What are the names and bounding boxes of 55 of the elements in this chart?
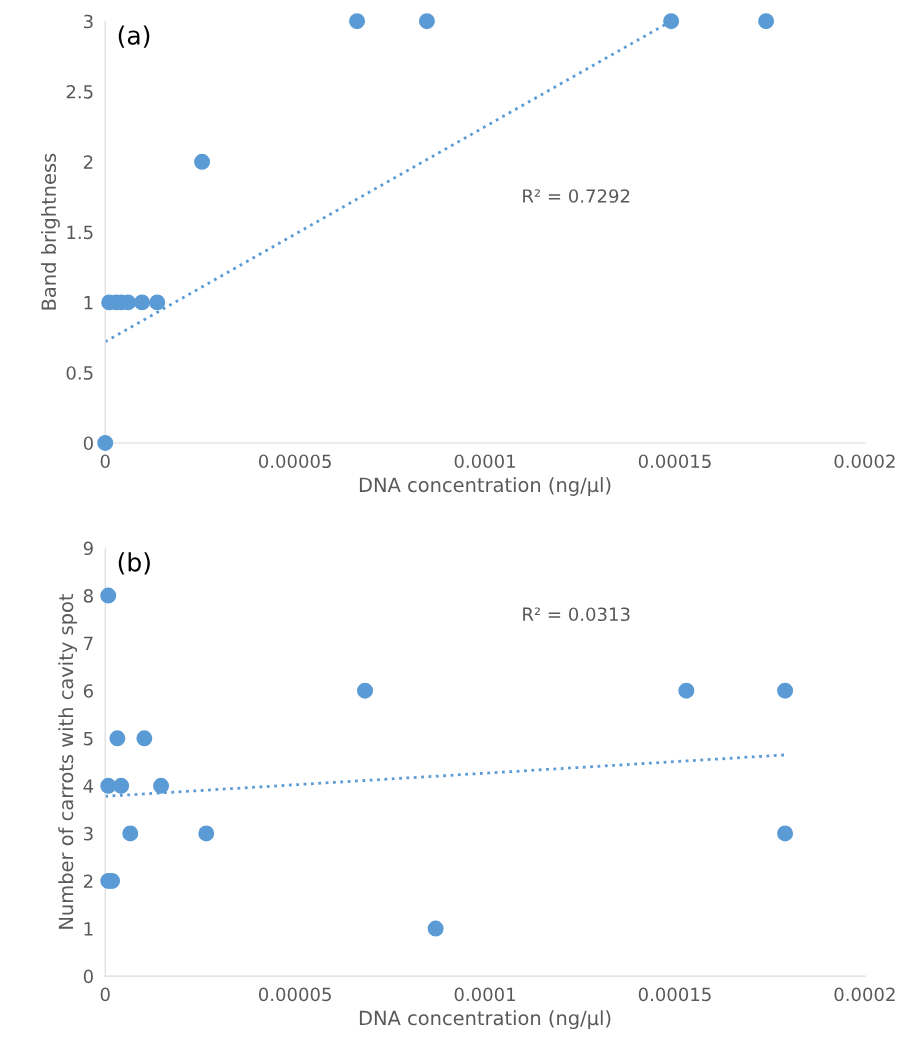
chart-title: (a) [118,25,150,48]
y-tick-label: 1 [84,296,93,310]
y-tick-label: 2.5 [66,84,93,99]
point [663,13,680,30]
point [427,920,444,937]
point [678,682,695,699]
point [113,777,130,794]
point [153,777,170,794]
y-tick-label: 0 [83,436,93,451]
x-tick-label: 0.0002 [834,987,895,1002]
annotation: R² = 0.0313 [523,607,630,622]
point [198,825,215,842]
x-tick-label: 0.00005 [258,987,331,1002]
y-tick-label: 1 [84,922,93,936]
y-tick-label: 3 [84,14,93,29]
point [136,730,153,747]
point [418,13,435,30]
chart-title: (b) [118,552,150,575]
y-tick-label: 3 [84,826,93,841]
y-tick-label: 2 [83,874,93,888]
y-tick-label: 8 [83,589,93,603]
point [109,730,126,747]
x-tick-label: 0.0001 [454,454,515,469]
x-axis-title: DNA concentration (ng/µl) [359,1010,611,1030]
point [149,294,166,311]
y-tick-label: 9 [83,541,93,556]
y-tick-label: 7 [84,636,93,650]
point [122,825,139,842]
point [97,434,114,451]
point [777,682,794,699]
y-tick-label: 0 [83,969,93,984]
x-tick-label: 0.00015 [638,454,711,469]
point [777,825,794,842]
y-axis-title: Band brightness [41,153,60,310]
point [134,294,151,311]
annotation: R² = 0.7292 [523,189,630,203]
point [357,682,373,699]
point [349,13,366,30]
y-tick-label: 4 [83,779,94,793]
x-tick-label: 0.0001 [454,987,515,1002]
x-tick-label: 0.00005 [258,454,331,469]
point [100,587,117,604]
x-tick-label: 0 [100,454,110,469]
x-tick-label: 0 [100,987,110,1002]
y-tick-label: 5 [84,731,93,746]
point [758,13,775,30]
y-tick-label: 6 [83,684,93,698]
x-tick-label: 0.0002 [834,454,895,469]
x-axis-title: DNA concentration (ng/µl) [359,477,611,496]
point [194,153,211,170]
y-tick-label: 0.5 [66,366,93,380]
y-axis-title: Number of carrots with cavity spot [58,593,78,929]
y-tick-label: 1.5 [67,225,93,240]
y-tick-label: 2 [83,155,93,169]
x-tick-label: 0.00015 [638,987,711,1002]
